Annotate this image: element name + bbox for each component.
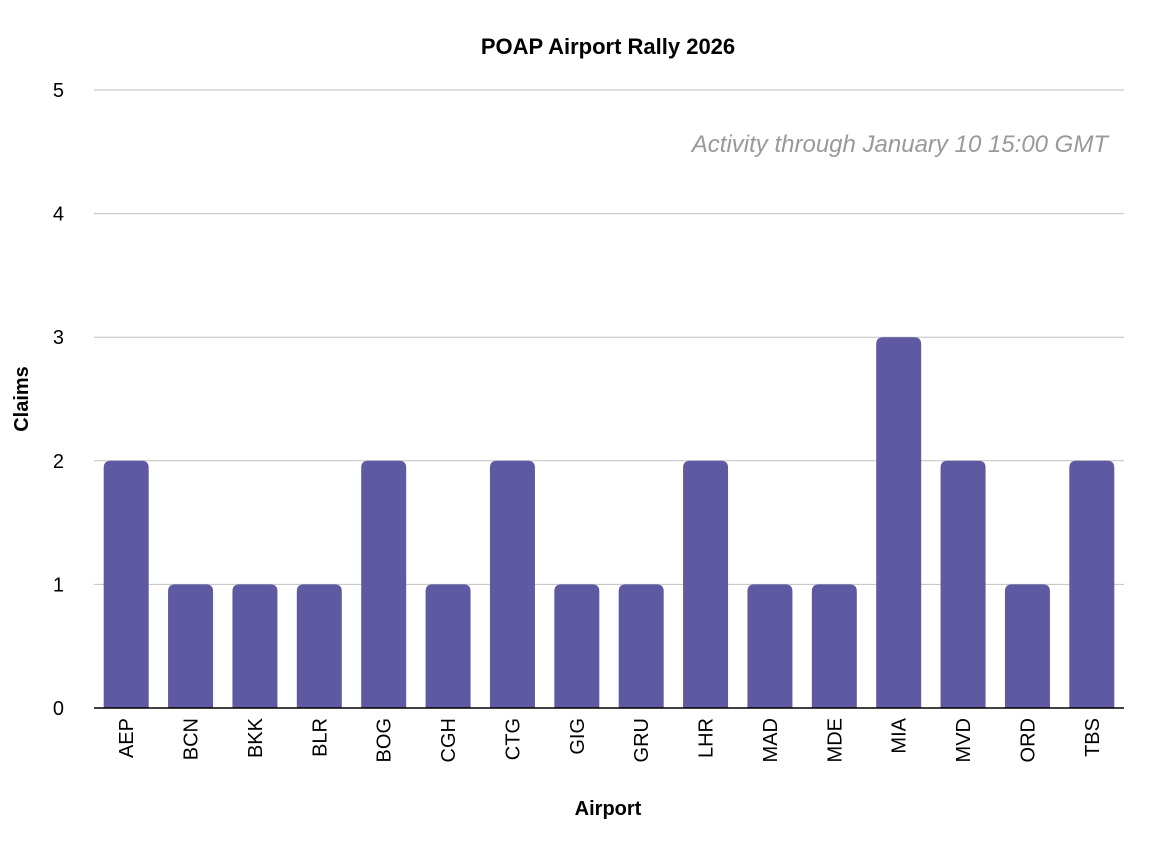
- x-tick-label: TBS: [1082, 718, 1104, 757]
- y-tick-label: 5: [53, 80, 64, 102]
- x-tick-label: GIG: [567, 718, 589, 755]
- bar-aep: [103, 460, 149, 708]
- y-tick-label: 0: [53, 698, 64, 720]
- x-tick-label: AEP: [116, 718, 138, 758]
- x-tick-label: ORD: [1017, 718, 1039, 762]
- x-tick-label: CTG: [502, 718, 524, 760]
- bar-ctg: [489, 460, 535, 708]
- y-axis-title: Claims: [11, 366, 33, 432]
- bar-mia: [876, 337, 922, 708]
- bar-bcn: [168, 584, 214, 708]
- x-tick-label: BOG: [374, 718, 396, 762]
- x-tick-label: BKK: [245, 717, 267, 758]
- x-tick-label: MIA: [889, 717, 911, 753]
- bar-cgh: [425, 584, 471, 708]
- bar-gig: [554, 584, 600, 708]
- x-tick-label: MAD: [760, 718, 782, 762]
- y-tick-label: 4: [53, 204, 64, 226]
- bar-mvd: [940, 460, 986, 708]
- y-tick-label: 1: [53, 574, 64, 596]
- x-tick-label: MVD: [953, 718, 975, 762]
- x-tick-label: BCN: [181, 718, 203, 760]
- y-tick-label: 2: [53, 451, 64, 473]
- x-tick-label: MDE: [824, 718, 846, 762]
- bar-mde: [811, 584, 857, 708]
- chart-annotation: Activity through January 10 15:00 GMT: [690, 131, 1111, 158]
- bar-mad: [747, 584, 793, 708]
- bar-tbs: [1069, 460, 1115, 708]
- bar-gru: [618, 584, 664, 708]
- x-axis-title: Airport: [575, 798, 642, 820]
- bar-bkk: [232, 584, 278, 708]
- bar-bog: [361, 460, 407, 708]
- bar-ord: [1004, 584, 1050, 708]
- chart-title: POAP Airport Rally 2026: [481, 34, 735, 59]
- x-tick-label: CGH: [438, 718, 460, 762]
- y-tick-label: 3: [53, 327, 64, 349]
- bar-blr: [296, 584, 342, 708]
- x-tick-label: LHR: [696, 718, 718, 758]
- x-tick-label: GRU: [631, 718, 653, 762]
- x-tick-label: BLR: [309, 718, 331, 757]
- bar-lhr: [683, 460, 729, 708]
